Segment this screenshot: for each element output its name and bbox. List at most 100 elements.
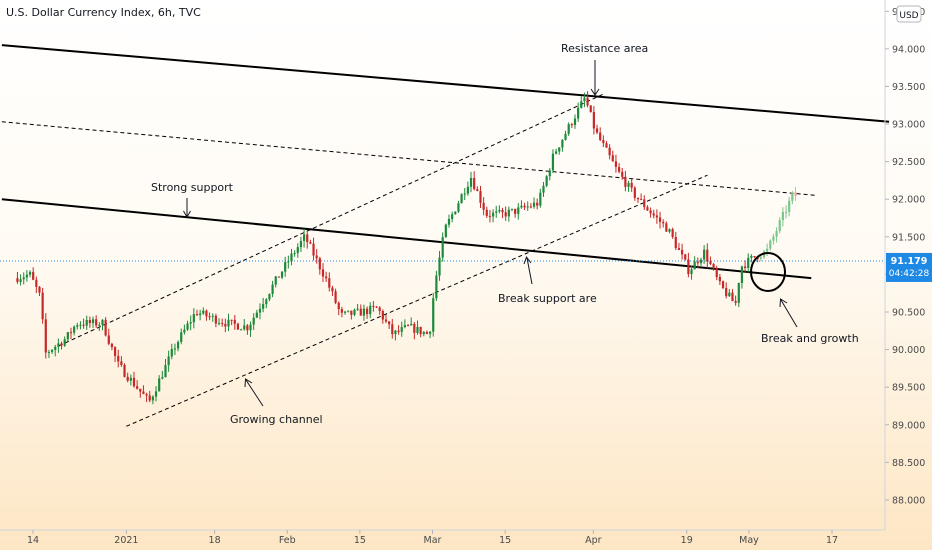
candle-body	[586, 97, 589, 106]
candle-body	[274, 276, 277, 285]
candle-body	[570, 124, 573, 126]
candle-body	[98, 324, 101, 326]
candle-body	[290, 253, 293, 262]
candle-body	[154, 391, 158, 397]
candle-body	[113, 347, 117, 356]
price-tick-label: 90.000	[892, 345, 925, 356]
candle-body	[690, 269, 693, 275]
candle-body	[747, 257, 750, 268]
candle-body	[539, 192, 542, 206]
candle-body	[444, 224, 447, 238]
candle-body	[772, 236, 775, 241]
currency-badge-label[interactable]: USD	[899, 11, 918, 21]
candle-body	[32, 271, 35, 280]
candle-body	[668, 229, 671, 232]
candle-body	[734, 301, 737, 303]
candle-body	[501, 210, 504, 213]
strong-support-label: Strong support	[151, 181, 234, 194]
break-support-label: Break support are	[498, 292, 597, 305]
candle-body	[671, 229, 674, 237]
candle-body	[520, 205, 523, 208]
trendline	[1, 198, 812, 280]
time-tick-label: 14	[27, 535, 39, 546]
candle-body	[38, 286, 41, 293]
candle-body	[129, 377, 132, 381]
candle-body	[684, 254, 687, 260]
candle-body	[362, 308, 366, 316]
last-price-badge-box	[886, 252, 932, 282]
last-price-value: 91.179	[891, 256, 928, 267]
currency-badge[interactable]: USD	[896, 5, 922, 23]
candle-body	[652, 213, 655, 216]
candle-body	[529, 206, 532, 208]
candle-body	[57, 343, 60, 347]
candle-body	[554, 151, 558, 154]
candle-body	[328, 278, 331, 288]
candle-body	[693, 261, 696, 270]
candle-body	[419, 326, 422, 335]
candle-body	[136, 386, 139, 389]
growing-channel-arrow-head	[244, 378, 253, 388]
candle-body	[687, 259, 690, 275]
candle-body	[158, 378, 161, 392]
candle-body	[321, 269, 325, 277]
break-circle	[750, 252, 786, 292]
candle-body	[416, 326, 419, 333]
candle-body	[378, 307, 381, 311]
candle-body	[602, 139, 605, 144]
candle-body	[599, 132, 602, 140]
candle-body	[63, 339, 66, 346]
chart-title: U.S. Dollar Currency Index, 6h, TVC	[6, 6, 201, 19]
candle-body	[384, 319, 388, 322]
candle-body	[608, 147, 611, 156]
candle-body	[617, 166, 621, 172]
candle-body	[35, 279, 38, 287]
candle-body	[211, 315, 214, 317]
candle-body	[595, 128, 599, 133]
candle-body	[400, 327, 403, 332]
candle-body	[766, 248, 769, 252]
candle-body	[309, 242, 312, 244]
growing-channel-arrow	[245, 379, 264, 407]
candle-body	[561, 139, 564, 148]
price-tick-label: 88.500	[892, 458, 925, 469]
candle-body	[170, 348, 173, 357]
candle-body	[268, 293, 271, 300]
resistance-arrow-head	[590, 88, 600, 96]
time-tick-label: Mar	[424, 535, 442, 546]
candle-body	[356, 308, 359, 310]
candle-body	[132, 377, 136, 387]
candle-body	[107, 335, 110, 344]
candle-body	[718, 277, 721, 282]
candle-body	[526, 206, 529, 208]
price-tick-label: 93.000	[892, 120, 925, 131]
candle-body	[334, 291, 337, 303]
candle-body	[422, 331, 425, 335]
trendline	[1, 121, 817, 196]
trendline	[126, 174, 708, 427]
candle-body	[567, 124, 570, 134]
candle-body	[192, 314, 195, 323]
candle-body	[482, 202, 485, 210]
candle-body	[627, 182, 630, 187]
candle-body	[365, 308, 369, 315]
candle-body	[101, 319, 104, 325]
price-tick-label: 88.000	[892, 495, 925, 506]
currency-badge-box[interactable]	[896, 5, 922, 23]
candle-body	[120, 361, 123, 365]
candle-body	[677, 248, 681, 250]
candle-body	[592, 111, 595, 129]
candle-body	[183, 329, 186, 333]
candle-body	[510, 208, 514, 210]
candle-body	[447, 218, 451, 225]
candle-body	[491, 212, 495, 217]
candle-body	[262, 304, 265, 309]
candle-body	[457, 203, 460, 212]
candle-body	[142, 391, 145, 395]
candle-body	[709, 261, 712, 265]
candle-body	[743, 266, 747, 268]
candle-body	[337, 302, 340, 310]
annotation-arrows	[183, 60, 798, 407]
candle-body	[775, 230, 778, 237]
candle-body	[517, 207, 520, 214]
